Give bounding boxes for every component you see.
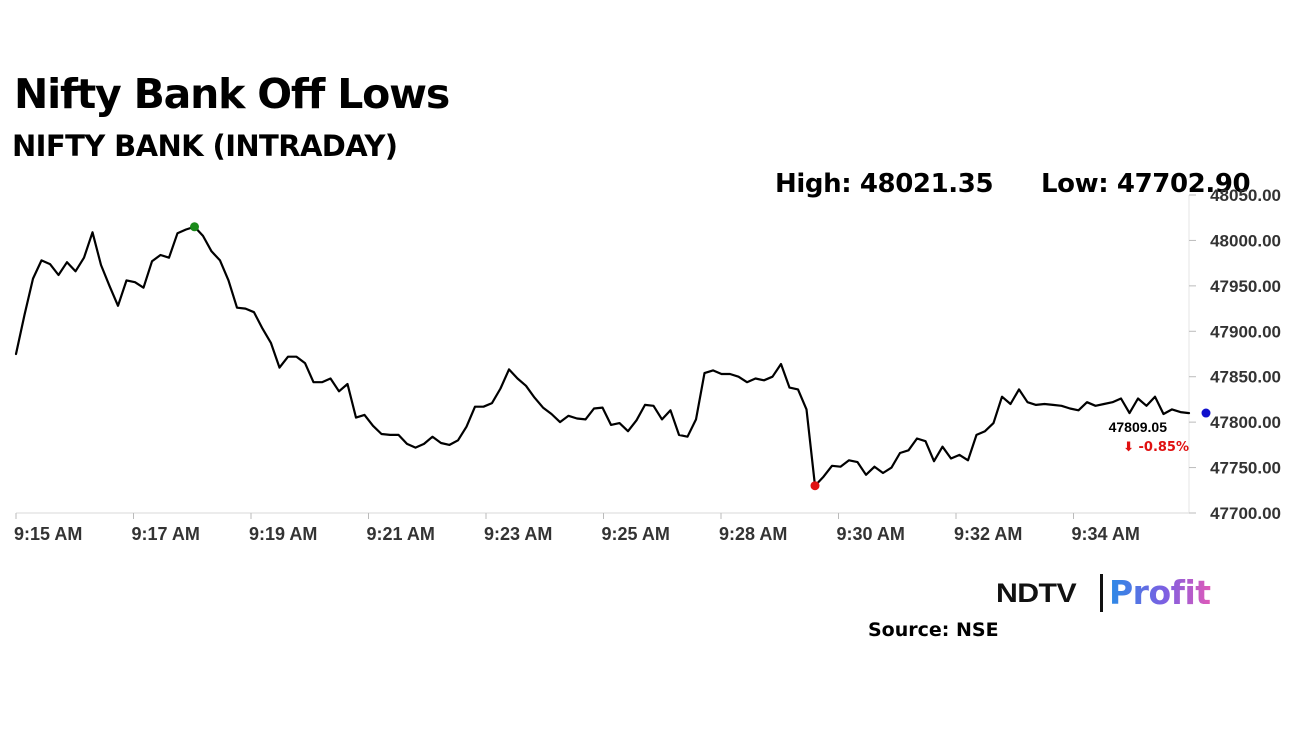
- markers-layer: [190, 222, 1211, 491]
- y-tick-label: 47900.00: [1210, 322, 1281, 341]
- logo-divider: [1100, 574, 1103, 612]
- x-tick-label: 9:25 AM: [602, 524, 670, 544]
- series-layer: [14, 225, 1191, 487]
- y-tick-label: 47950.00: [1210, 277, 1281, 296]
- last-value-labels: 47809.05 ⬇ -0.85%: [1109, 419, 1189, 455]
- y-tick-label: 47750.00: [1210, 459, 1281, 478]
- source-note: Source: NSE: [868, 619, 999, 641]
- logo-ndtv-text: NDTV: [996, 578, 1077, 608]
- y-axis: 47700.00 47750.00 47800.00 47850.00 47900.00…: [1188, 186, 1281, 523]
- chart-subtitle: NIFTY BANK (INTRADAY): [12, 129, 398, 163]
- y-tick-label: 47850.00: [1210, 368, 1281, 387]
- x-tick-label: 9:23 AM: [484, 524, 552, 544]
- nifty-bank-series-line: [14, 225, 1191, 487]
- x-tick-label: 9:28 AM: [719, 524, 787, 544]
- x-tick-label: 9:17 AM: [132, 524, 200, 544]
- x-tick-label: 9:32 AM: [954, 524, 1022, 544]
- low-stat: Low: 47702.90: [1041, 169, 1251, 199]
- x-tick-label: 9:15 AM: [14, 524, 82, 544]
- low-marker: [810, 481, 820, 491]
- high-stat: High: 48021.35: [775, 169, 994, 199]
- last-marker: [1201, 408, 1211, 418]
- y-tick-label: 48050.00: [1210, 186, 1281, 205]
- last-value-label: 47809.05: [1109, 419, 1168, 435]
- chart-title: Nifty Bank Off Lows: [14, 70, 450, 118]
- x-tick-label: 9:34 AM: [1072, 524, 1140, 544]
- x-tick-label: 9:30 AM: [837, 524, 905, 544]
- last-change-label: ⬇ -0.85%: [1123, 440, 1189, 455]
- logo-profit-text: Profit: [1109, 573, 1211, 612]
- x-tick-label: 9:21 AM: [367, 524, 435, 544]
- x-tick-label: 9:19 AM: [249, 524, 317, 544]
- y-tick-label: 47700.00: [1210, 504, 1281, 523]
- x-axis: 9:15 AM 9:17 AM 9:19 AM 9:21 AM 9:23 AM 9:25 …: [14, 512, 1189, 544]
- y-tick-label: 48000.00: [1210, 231, 1281, 250]
- ndtv-profit-logo: NDTV Profit: [996, 573, 1221, 615]
- y-tick-label: 47800.00: [1210, 413, 1281, 432]
- high-marker: [190, 222, 199, 232]
